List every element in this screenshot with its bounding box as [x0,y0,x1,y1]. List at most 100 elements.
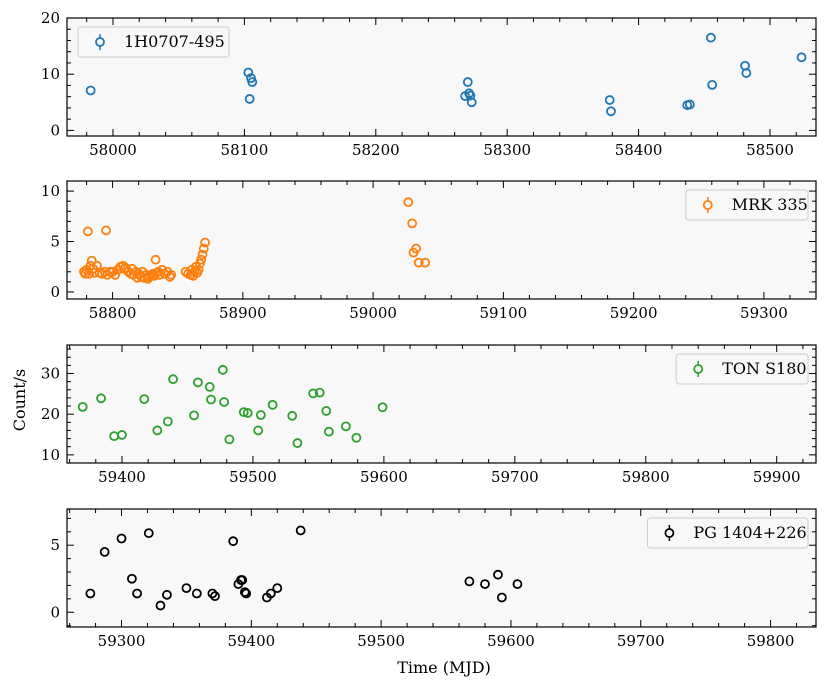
data-point [247,77,258,87]
data-point [493,569,503,580]
data-point [684,99,695,110]
data-point [152,425,163,436]
data-point [210,591,220,602]
data-point [314,387,325,398]
y-tick-label: 20 [41,405,60,423]
x-tick-label: 59500 [357,632,405,650]
y-tick-label: 20 [41,9,60,27]
data-point [85,588,96,599]
data-point [116,533,127,544]
data-point [207,588,218,599]
data-point [150,254,161,265]
data-point [96,393,106,404]
data-point [242,408,253,418]
data-point [219,397,230,407]
data-point [255,410,266,420]
data-point [206,394,216,405]
x-tick-label: 59200 [610,304,658,322]
data-point [196,254,207,265]
data-point [77,401,88,412]
legend: MRK 335 [685,189,809,221]
data-point [204,382,215,392]
data-point [707,79,718,90]
x-tick-label: 59700 [617,632,665,650]
data-point [217,364,228,375]
data-point [308,388,319,399]
legend: TON S180 [675,353,809,385]
data-point [377,402,388,413]
plot-frame [66,17,817,137]
data-point [480,579,490,589]
data-point [741,68,752,78]
x-tick-label: 58300 [483,141,531,159]
y-tick-label: 10 [41,65,60,83]
legend: 1H0707-495 [77,26,230,58]
x-tick-label: 58200 [352,141,400,159]
data-point [197,249,208,260]
plot-frame [66,344,817,464]
data-point [239,587,250,598]
data-point [796,52,807,63]
data-point [143,528,154,539]
x-tick-label: 58900 [219,304,267,322]
x-tick-label: 58100 [221,141,269,159]
x-tick-label: 59300 [740,304,788,322]
data-point [512,579,523,589]
x-tick-label: 59600 [487,632,535,650]
data-point [166,269,177,280]
data-point [155,600,166,611]
panel-4: 59300 59400 59500 59600 59700 59800 0 5 PG 1404+… [50,508,817,650]
legend-box [685,189,809,221]
data-point [267,399,278,410]
data-point [110,269,121,280]
plot-frame [66,508,817,628]
data-point [228,536,239,547]
y-tick-label: 0 [50,603,60,621]
data-point [341,421,351,432]
y-tick-label: 10 [41,182,60,200]
x-tick-label: 58000 [89,141,137,159]
legend-label: 1H0707-495 [124,32,225,51]
x-tick-label: 59500 [229,468,277,486]
data-point [413,257,424,268]
data-point [295,525,306,536]
data-point [200,237,210,248]
x-tick-label: 59600 [360,468,408,486]
data-point [321,406,332,416]
plot-frame [66,180,817,300]
data-point [407,218,418,229]
x-tick-label: 59400 [98,468,146,486]
x-tick-label: 59800 [747,632,795,650]
x-tick-label: 59400 [227,632,275,650]
legend-marker [693,364,704,374]
data-point [101,225,111,236]
data-point [127,573,137,584]
y-tick-label: 5 [50,536,60,554]
legend-marker [95,37,105,47]
data-point [237,575,248,585]
data-point [189,410,199,421]
legend-box [675,353,809,385]
data-point [241,588,252,599]
x-tick-label: 58500 [746,141,794,159]
y-axis-label: Count/s [10,369,29,432]
data-point [411,243,421,254]
data-point [323,426,334,437]
data-point [224,434,235,445]
data-point [132,588,142,599]
y-tick-label: 0 [50,283,60,301]
y-tick-label: 5 [50,233,60,251]
x-tick-label: 59000 [349,304,397,322]
data-point [162,589,172,600]
data-point [181,583,192,594]
data-point [420,257,431,268]
data-point [462,77,473,87]
x-tick-label: 59900 [753,468,801,486]
data-point [253,425,264,436]
data-point [238,407,249,418]
data-point [265,588,276,599]
data-point [193,264,204,275]
data-point [351,432,362,443]
data-point [606,106,616,117]
